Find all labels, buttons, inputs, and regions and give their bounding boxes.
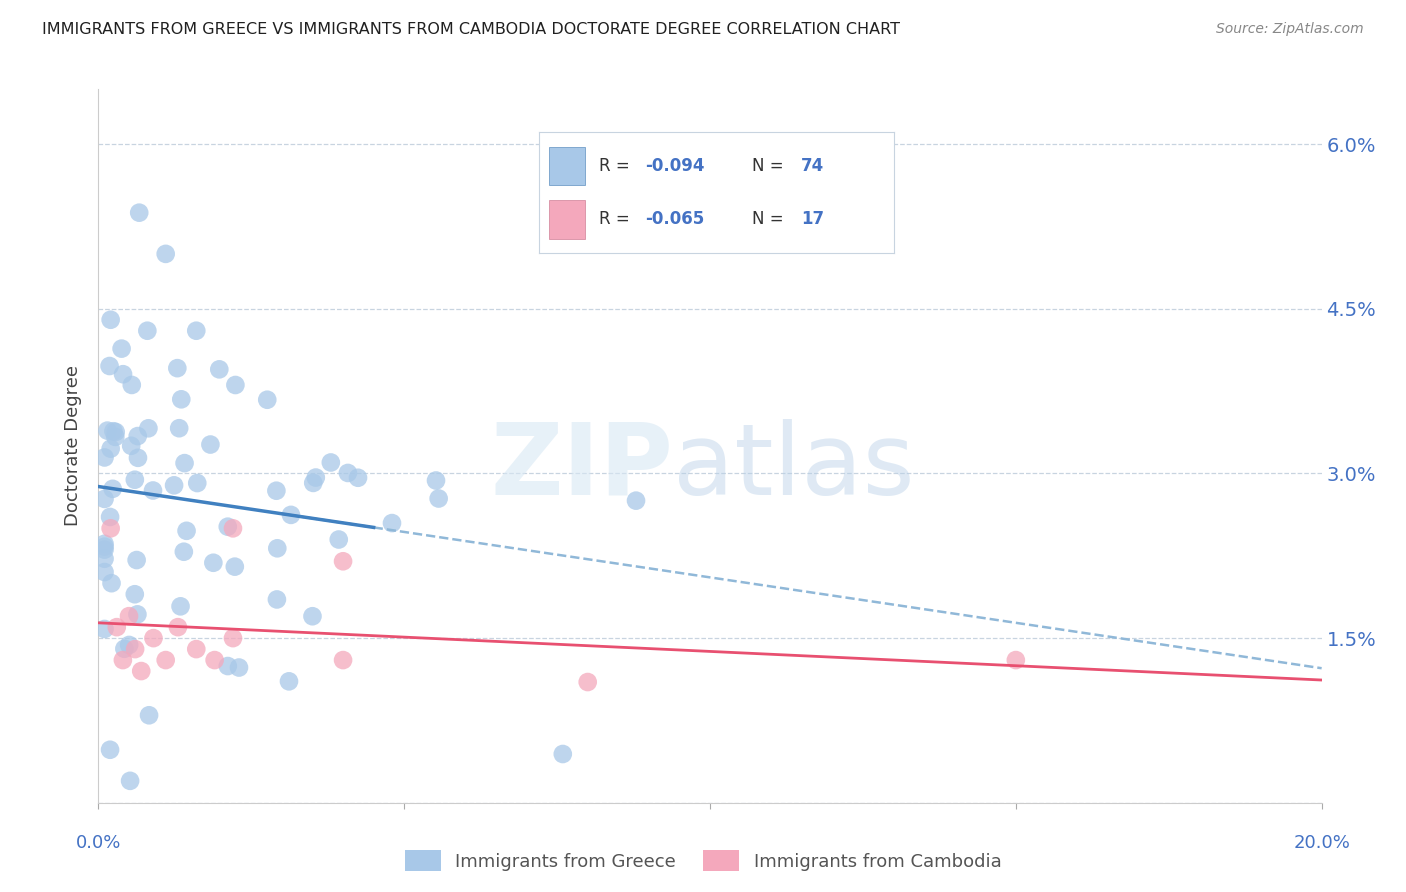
Point	[222, 521, 245, 535]
Y-axis label: Doctorate Degree: Doctorate Degree	[65, 366, 83, 526]
Point	[173, 456, 195, 470]
Point	[224, 559, 246, 574]
Point	[100, 576, 122, 591]
Point	[224, 378, 246, 392]
Point	[105, 620, 128, 634]
Point	[103, 424, 125, 438]
Point	[425, 474, 447, 488]
Point	[93, 551, 115, 566]
Point	[121, 378, 143, 392]
Point	[328, 533, 350, 547]
Point	[222, 631, 245, 645]
Point	[93, 491, 115, 506]
Point	[381, 516, 404, 530]
Point	[163, 478, 186, 492]
Point	[101, 482, 124, 496]
Point	[125, 553, 148, 567]
Point	[155, 653, 177, 667]
Point	[336, 466, 359, 480]
Point	[124, 473, 146, 487]
Point	[100, 521, 122, 535]
Point	[332, 554, 354, 568]
Point	[136, 324, 159, 338]
Point	[100, 442, 122, 456]
Point	[624, 493, 647, 508]
Point	[127, 450, 149, 465]
Point	[332, 653, 354, 667]
Point	[104, 430, 127, 444]
Point	[93, 450, 115, 465]
Point	[173, 545, 195, 559]
Point	[256, 392, 278, 407]
Point	[204, 653, 226, 667]
Point	[127, 429, 149, 443]
Point	[319, 455, 342, 469]
Point	[217, 659, 239, 673]
Point	[138, 421, 160, 435]
Point	[93, 542, 115, 557]
Point	[111, 653, 134, 667]
Point	[347, 471, 370, 485]
Point	[98, 743, 121, 757]
Point	[305, 470, 328, 484]
Point	[112, 641, 135, 656]
Point	[142, 483, 165, 498]
Point	[118, 609, 141, 624]
Point	[93, 540, 115, 554]
Point	[217, 519, 239, 533]
Point	[280, 508, 302, 522]
Point	[142, 631, 165, 645]
Point	[93, 565, 115, 579]
Point	[200, 437, 222, 451]
Point	[124, 642, 146, 657]
Point	[120, 773, 142, 788]
Text: ZIP: ZIP	[491, 419, 673, 516]
Point	[1004, 653, 1026, 667]
Point	[576, 675, 599, 690]
Point	[138, 708, 160, 723]
Point	[266, 592, 288, 607]
Point	[170, 392, 193, 407]
Point	[155, 247, 177, 261]
Point	[100, 312, 122, 326]
Text: IMMIGRANTS FROM GREECE VS IMMIGRANTS FROM CAMBODIA DOCTORATE DEGREE CORRELATION : IMMIGRANTS FROM GREECE VS IMMIGRANTS FRO…	[42, 22, 900, 37]
Point	[167, 620, 190, 634]
Point	[186, 324, 208, 338]
Point	[427, 491, 450, 506]
Point	[167, 421, 190, 435]
Point	[278, 674, 301, 689]
Point	[124, 587, 146, 601]
Point	[128, 205, 150, 219]
Point	[176, 524, 198, 538]
Point	[551, 747, 574, 761]
Point	[302, 475, 325, 490]
Point	[208, 362, 231, 376]
Point	[266, 541, 288, 556]
Point	[118, 638, 141, 652]
Point	[110, 342, 132, 356]
Point	[93, 537, 115, 551]
Point	[98, 510, 121, 524]
Point	[98, 359, 121, 373]
Point	[127, 607, 149, 622]
Point	[169, 599, 191, 614]
Point	[228, 660, 250, 674]
Point	[166, 361, 188, 376]
Point	[202, 556, 225, 570]
Point	[93, 622, 115, 636]
Point	[104, 425, 127, 439]
Point	[266, 483, 288, 498]
Text: atlas: atlas	[673, 419, 915, 516]
Text: 0.0%: 0.0%	[76, 834, 121, 852]
Point	[186, 476, 208, 491]
Legend: Immigrants from Greece, Immigrants from Cambodia: Immigrants from Greece, Immigrants from …	[398, 843, 1008, 879]
Point	[129, 664, 152, 678]
Point	[301, 609, 323, 624]
Text: 20.0%: 20.0%	[1294, 834, 1350, 852]
Point	[96, 424, 118, 438]
Point	[120, 439, 142, 453]
Text: Source: ZipAtlas.com: Source: ZipAtlas.com	[1216, 22, 1364, 37]
Point	[186, 642, 208, 657]
Point	[112, 368, 135, 382]
